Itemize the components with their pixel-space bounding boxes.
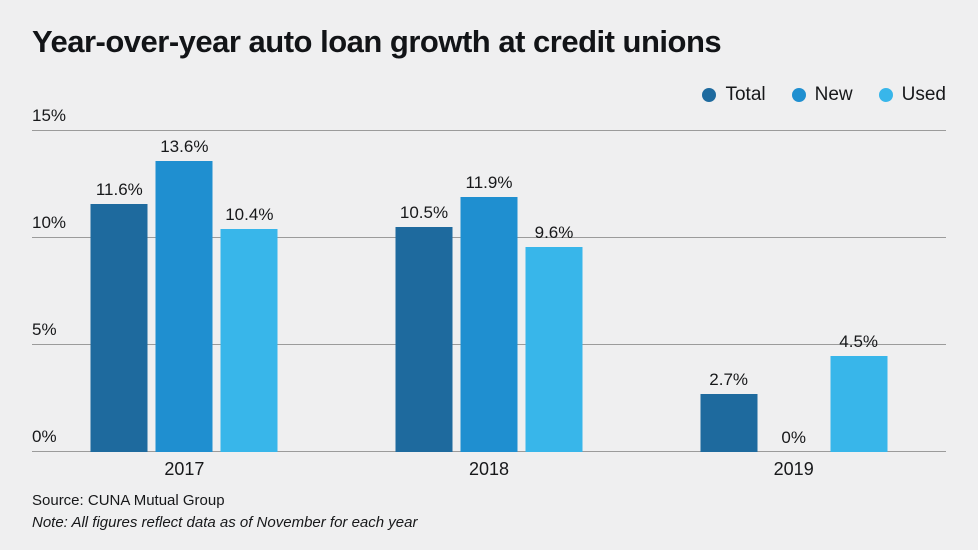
legend-dot-icon [791,88,806,102]
bar-used-2018: 9.6% [525,223,583,452]
y-axis-tick-label: 10% [32,213,67,233]
bar-used-2017: 10.4% [220,205,278,452]
grid-line [32,130,946,131]
bar-value-label: 11.9% [465,173,513,193]
bar-value-label: 13.6% [160,136,209,156]
bar-value-label: 0% [781,428,806,447]
plot-area: 11.6% 13.6% 10.4% 2017 10.5% 11.9% 9.6% 2018 2.7… [32,106,946,479]
chart-title: Year-over-year auto loan growth at credi… [32,24,722,59]
bar-groups: 11.6% 13.6% 10.4% 2017 10.5% 11.9% 9.6% 2018 2.7… [32,131,946,479]
x-axis-category-label: 2017 [164,459,205,479]
y-axis-tick-label: 5% [32,320,57,340]
legend-item: Total [702,84,766,106]
y-axis-tick-label: 15% [32,106,67,125]
bar-value-label: 11.6% [95,179,143,199]
bars-row: 10.5% 11.9% 9.6% [395,131,583,452]
bar-value-label: 10.5% [399,203,449,223]
bar-used-2019: 4.5% [830,332,888,452]
x-axis-category-label: 2019 [773,459,814,479]
bar-value-label: 4.5% [839,331,879,351]
bar-value-label: 9.6% [534,222,574,242]
bar-group: 11.6% 13.6% 10.4% 2017 [32,131,337,479]
source-text: Source: CUNA Mutual Group [32,492,225,509]
bar-group: 2.7% 0% 4.5% 2019 [641,131,946,479]
bars-row: 2.7% 0% 4.5% [700,131,888,452]
legend-item: New [791,84,853,106]
note-text: Note: All figures reflect data as of Nov… [32,514,418,531]
bar-new-2017: 13.6% [155,137,213,452]
bar-value-label: 2.7% [709,370,749,390]
legend-label: New [814,84,853,105]
legend-dot-icon [878,88,893,102]
y-axis-tick-label: 0% [32,427,57,446]
legend-dot-icon [702,88,717,102]
bar-new-2018: 11.9% [460,173,518,452]
legend-label: Used [901,84,946,105]
legend-label: Total [725,84,766,105]
legend: Total New Used [702,84,946,106]
bar-value-label: 10.4% [225,205,274,225]
bar-total-2017: 11.6% [90,180,148,452]
x-axis-category-label: 2018 [468,459,510,479]
bar-total-2019: 2.7% [700,370,758,452]
bar-total-2018: 10.5% [395,203,453,452]
legend-item: Used [878,84,946,106]
bars-row: 11.6% 13.6% 10.4% [90,131,278,452]
bar-group: 10.5% 11.9% 9.6% 2018 [337,131,642,479]
